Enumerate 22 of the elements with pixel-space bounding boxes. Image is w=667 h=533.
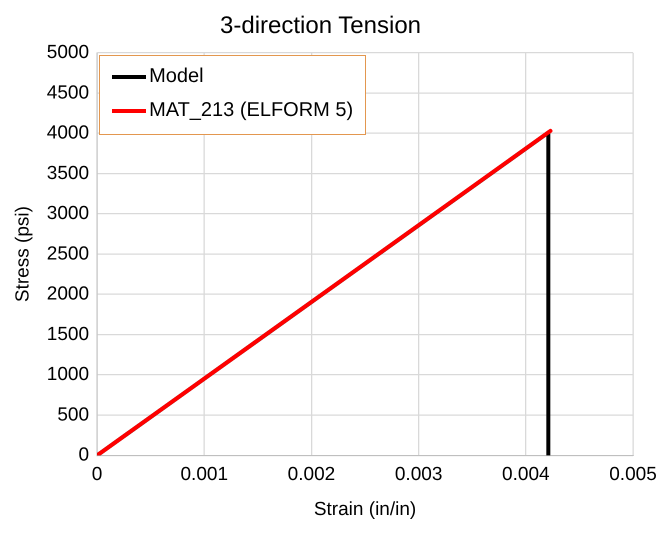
chart-title: 3-direction Tension bbox=[220, 12, 422, 40]
y-axis-title: Stress (psi) bbox=[12, 206, 34, 302]
y-tick-label: 1500 bbox=[46, 324, 90, 345]
x-tick-label: 0.005 bbox=[609, 464, 657, 486]
y-tick-label: 1000 bbox=[46, 364, 90, 386]
x-tick-label: 0.003 bbox=[394, 464, 442, 486]
legend-label: Model bbox=[149, 65, 204, 88]
x-axis-title: Strain (in/in) bbox=[314, 498, 416, 520]
y-tick-label: 3500 bbox=[46, 162, 90, 184]
y-tick-label: 4000 bbox=[46, 122, 90, 144]
y-tick-label: 5000 bbox=[46, 42, 90, 64]
x-tick-label: 0.001 bbox=[180, 464, 228, 486]
y-tick-label: 2500 bbox=[46, 243, 90, 264]
y-tick-label: 0 bbox=[78, 444, 90, 466]
y-tick-label: 3000 bbox=[46, 203, 90, 224]
y-tick-label: 500 bbox=[57, 404, 90, 426]
legend-label: MAT_213 (ELFORM 5) bbox=[149, 99, 354, 122]
x-tick-label: 0.004 bbox=[502, 464, 550, 486]
x-tick-label: 0 bbox=[92, 464, 102, 486]
x-tick-label: 0.002 bbox=[288, 464, 336, 486]
y-tick-label: 2000 bbox=[46, 284, 90, 305]
y-tick-label: 4500 bbox=[46, 82, 90, 104]
